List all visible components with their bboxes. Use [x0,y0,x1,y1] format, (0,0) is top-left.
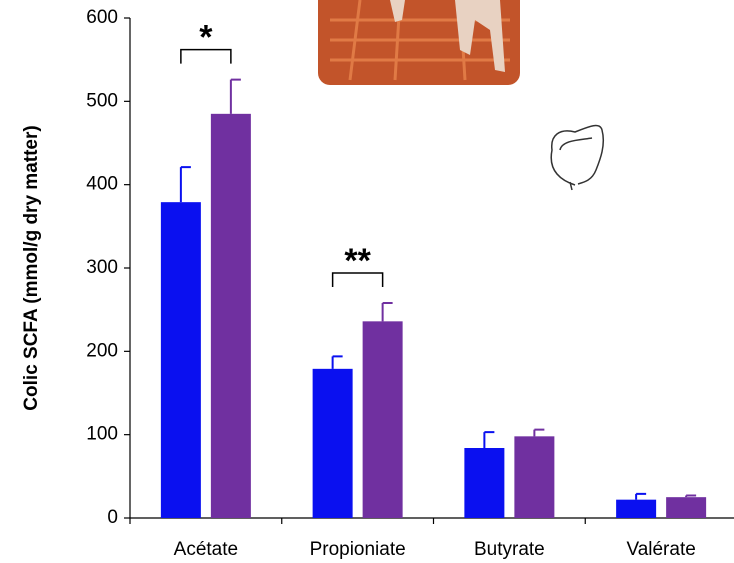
y-axis-label: Colic SCFA (mmol/g dry matter) [21,125,42,410]
error-bar [685,494,697,498]
error-bar [635,492,647,500]
significance-label: * [199,19,213,57]
bar [362,321,403,518]
error-bar [381,302,393,322]
error-bar [179,166,191,203]
photo-pig [390,0,505,72]
x-tick-label: Butyrate [474,539,545,560]
y-tick-label: 600 [86,7,118,28]
x-tick-label: Valérate [626,539,695,560]
significance-bracket [180,48,232,64]
x-tick-label: Propioniate [310,539,406,560]
bar [616,499,657,518]
error-bar [229,78,241,114]
y-tick-label: 500 [86,90,118,111]
bar [464,448,505,518]
y-tick-label: 300 [86,257,118,278]
bar [312,368,353,518]
error-bar [331,355,343,369]
y-tick-label: 0 [107,507,118,528]
error-bar [533,428,545,437]
bar [514,436,555,518]
y-tick-label: 400 [86,174,118,195]
y-tick-label: 200 [86,340,118,361]
y-tick-label: 100 [86,424,118,445]
colon-icon [550,124,605,191]
x-tick-label: Acétate [174,539,238,560]
bar [160,202,201,518]
bar [210,113,251,518]
pig-photo [318,0,520,85]
significance-bracket [331,272,384,287]
significance-label: ** [344,242,371,280]
error-bar [483,431,495,448]
bar [666,497,707,518]
